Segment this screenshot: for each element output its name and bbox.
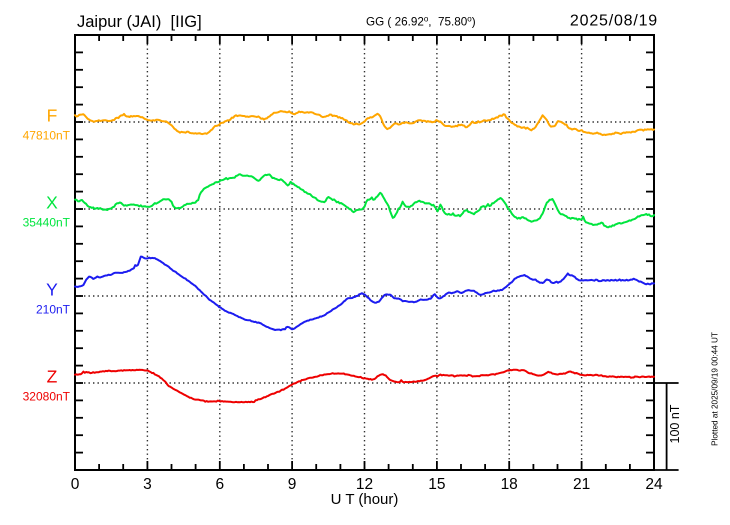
svg-text:210nT: 210nT xyxy=(36,303,71,317)
svg-text:9: 9 xyxy=(288,476,297,493)
svg-text:Y: Y xyxy=(46,280,58,300)
svg-text:F: F xyxy=(47,106,58,126)
svg-text:12: 12 xyxy=(356,476,373,493)
svg-text:21: 21 xyxy=(573,476,590,493)
svg-text:0: 0 xyxy=(71,476,80,493)
svg-text:Plotted at 2025/09/19 00:44 UT: Plotted at 2025/09/19 00:44 UT xyxy=(710,332,719,446)
svg-text:24: 24 xyxy=(645,476,663,493)
svg-text:3: 3 xyxy=(143,476,152,493)
svg-text:18: 18 xyxy=(501,476,518,493)
svg-text:GG ( 26.92o, 75.80o): GG ( 26.92o, 75.80o) xyxy=(366,15,476,29)
svg-text:32080nT: 32080nT xyxy=(23,390,71,404)
svg-text:15: 15 xyxy=(428,476,445,493)
svg-text:47810nT: 47810nT xyxy=(23,129,71,143)
svg-text:100 nT: 100 nT xyxy=(668,404,682,443)
svg-text:U T (hour): U T (hour) xyxy=(331,491,399,508)
svg-text:Jaipur (JAI) [IIG]: Jaipur (JAI) [IIG] xyxy=(77,13,202,31)
svg-text:35440nT: 35440nT xyxy=(23,216,71,230)
svg-text:6: 6 xyxy=(215,476,224,493)
svg-text:2025/08/19: 2025/08/19 xyxy=(570,13,658,30)
svg-text:X: X xyxy=(46,193,58,213)
svg-text:Z: Z xyxy=(47,367,58,387)
